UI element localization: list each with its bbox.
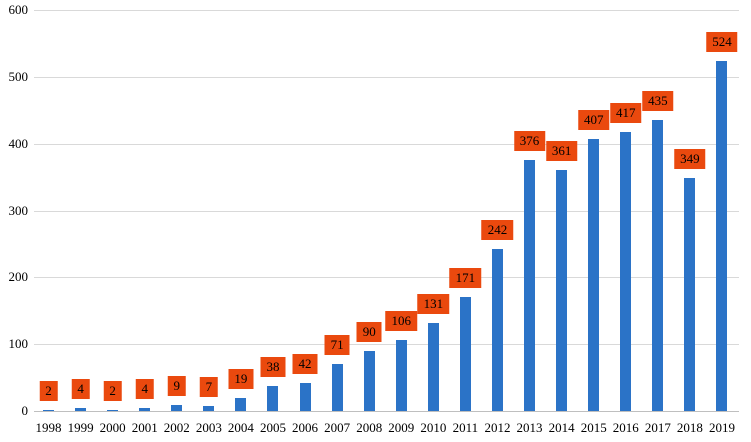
data-label: 7 — [199, 377, 219, 398]
y-axis-tick-label: 200 — [8, 269, 29, 285]
bar — [427, 323, 439, 411]
bar — [588, 138, 600, 411]
bar — [395, 340, 407, 411]
bar — [171, 404, 183, 411]
data-label: 131 — [417, 294, 450, 315]
data-label: 2 — [103, 380, 122, 401]
x-axis-tick-label: 2001 — [131, 420, 158, 435]
bar — [107, 409, 119, 411]
data-label: 4 — [71, 379, 90, 400]
data-label: 435 — [642, 91, 674, 112]
bar — [43, 409, 54, 411]
x-axis-line — [34, 411, 739, 412]
data-label: 407 — [577, 109, 610, 130]
bar — [716, 60, 728, 411]
data-label: 349 — [674, 148, 706, 169]
x-axis-tick-label: 2019 — [708, 420, 735, 435]
x-axis-tick-label: 2017 — [644, 420, 671, 435]
bar — [331, 363, 343, 411]
gridline — [34, 10, 739, 11]
y-axis-tick-label: 600 — [8, 2, 29, 17]
data-label: 242 — [481, 220, 514, 241]
bar — [684, 177, 696, 411]
x-axis-tick-label: 2018 — [676, 420, 703, 435]
x-axis-tick-label: 2008 — [356, 420, 383, 435]
y-axis-tick-label: 400 — [8, 135, 29, 151]
gridline — [34, 143, 739, 145]
data-label: 9 — [167, 375, 187, 396]
y-axis-tick-label: 500 — [8, 68, 29, 84]
x-axis-tick-label: 1998 — [35, 420, 62, 435]
data-label: 4 — [135, 379, 154, 400]
x-axis-tick-label: 2006 — [292, 420, 319, 435]
gridline — [34, 76, 739, 78]
data-label: 361 — [545, 140, 578, 161]
x-axis-tick-label: 2012 — [484, 420, 511, 435]
bar — [491, 249, 503, 411]
x-axis-tick-label: 2016 — [612, 420, 639, 435]
data-label: 38 — [260, 356, 286, 377]
x-axis-tick-label: 2002 — [163, 420, 190, 435]
bar — [363, 350, 375, 411]
x-axis-tick-label: 2009 — [388, 420, 415, 435]
data-label: 417 — [610, 103, 642, 124]
y-axis-tick-label: 100 — [8, 336, 29, 352]
y-axis-tick-label: 0 — [21, 403, 29, 418]
bar — [267, 385, 279, 411]
x-axis-tick-label: 2014 — [548, 420, 575, 435]
bar — [620, 132, 632, 411]
bar — [299, 382, 311, 411]
bar — [524, 159, 536, 411]
x-axis-tick-label: 2004 — [227, 420, 254, 435]
data-label: 106 — [385, 311, 418, 332]
y-axis-tick-label: 300 — [8, 202, 29, 218]
x-axis-tick-label: 2003 — [195, 420, 222, 435]
bar — [139, 408, 151, 411]
data-label: 524 — [706, 31, 738, 52]
x-axis-tick-label: 2010 — [420, 420, 447, 435]
x-axis-tick-label: 2011 — [452, 420, 479, 435]
gridline — [34, 277, 739, 279]
x-axis-tick-label: 2005 — [259, 420, 286, 435]
bar — [556, 169, 568, 411]
data-label: 90 — [356, 321, 382, 342]
data-label: 42 — [292, 353, 318, 374]
gridline — [34, 344, 739, 346]
bar — [203, 406, 215, 411]
gridline — [34, 210, 739, 212]
x-axis-tick-label: 2007 — [324, 420, 351, 435]
bar — [459, 296, 471, 411]
bar — [652, 120, 664, 411]
data-label: 376 — [513, 130, 546, 151]
data-label: 171 — [449, 267, 482, 288]
x-axis-tick-label: 2015 — [580, 420, 607, 435]
data-label: 2 — [39, 380, 58, 401]
x-axis-tick-label: 1999 — [67, 420, 94, 435]
bar — [235, 398, 247, 411]
data-label: 19 — [228, 369, 254, 390]
x-axis-tick-label: 2013 — [516, 420, 543, 435]
bar — [75, 408, 87, 411]
x-axis-tick-label: 2000 — [99, 420, 126, 435]
data-label: 71 — [324, 334, 350, 355]
